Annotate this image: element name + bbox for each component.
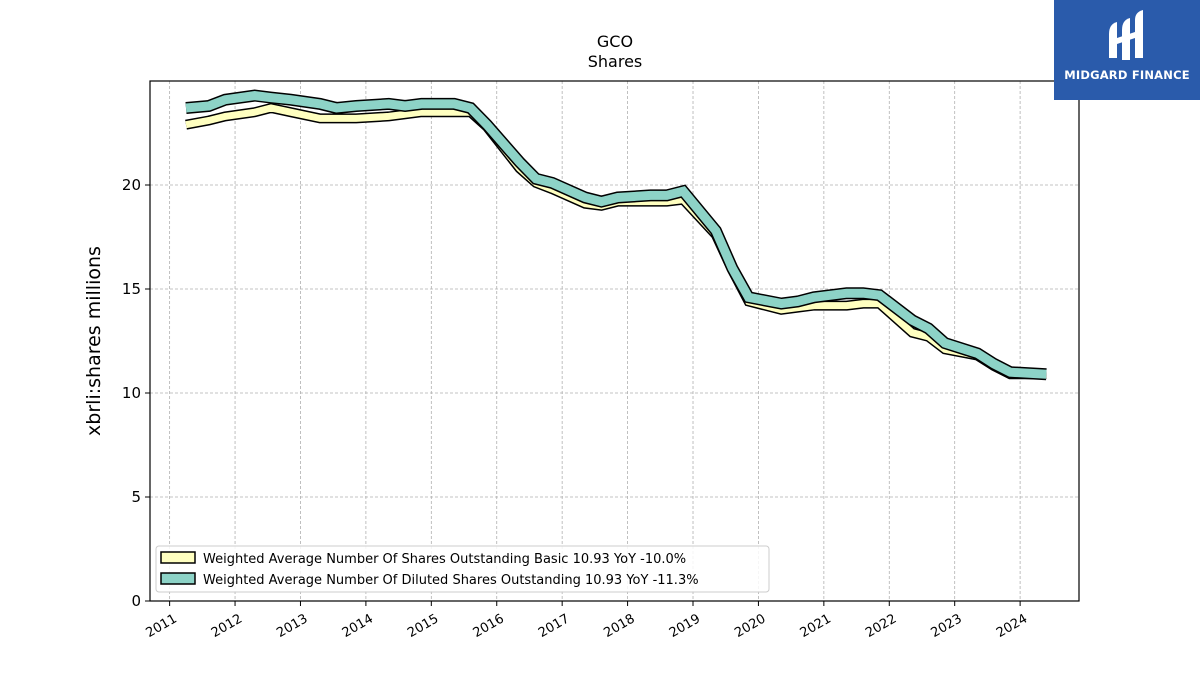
series-line bbox=[185, 91, 1047, 379]
x-tick-label: 2024 bbox=[994, 611, 1030, 641]
legend-label-diluted: Weighted Average Number Of Diluted Share… bbox=[203, 573, 699, 588]
y-tick-label: 10 bbox=[122, 384, 141, 402]
y-axis-label: xbrli:shares millions bbox=[83, 246, 105, 436]
x-tick-label: 2018 bbox=[601, 611, 637, 641]
x-tick-label: 2022 bbox=[863, 611, 899, 641]
series-line bbox=[185, 104, 1047, 378]
legend: Weighted Average Number Of Shares Outsta… bbox=[155, 545, 770, 593]
x-tick-label: 2016 bbox=[471, 611, 507, 641]
legend-swatch-diluted bbox=[160, 572, 196, 585]
legend-swatch-basic bbox=[160, 551, 196, 564]
y-tick-label: 5 bbox=[131, 488, 141, 506]
x-tick-label: 2015 bbox=[405, 611, 441, 641]
chart-subtitle: Shares bbox=[588, 52, 643, 71]
plot-frame bbox=[149, 80, 1080, 602]
brand-logo: MIDGARD FINANCE bbox=[1054, 0, 1200, 100]
y-tick-label: 0 bbox=[131, 592, 141, 610]
x-tick-label: 2014 bbox=[340, 611, 376, 641]
y-tick-label: 20 bbox=[122, 176, 141, 194]
x-tick-label: 2023 bbox=[929, 611, 965, 641]
brand-name: MIDGARD FINANCE bbox=[1064, 68, 1190, 82]
series-lines bbox=[185, 89, 1047, 381]
x-tick-label: 2021 bbox=[798, 611, 834, 641]
legend-label-basic: Weighted Average Number Of Shares Outsta… bbox=[203, 552, 686, 567]
brand-mark-icon bbox=[1109, 10, 1143, 60]
x-tick-label: 2012 bbox=[209, 611, 245, 641]
x-tick-label: 2019 bbox=[667, 611, 703, 641]
legend-box bbox=[155, 545, 770, 593]
chart-title: GCO bbox=[597, 32, 633, 51]
x-tick-label: 2013 bbox=[274, 611, 310, 641]
x-tick-label: 2011 bbox=[143, 611, 179, 641]
x-tick-label: 2020 bbox=[732, 611, 768, 641]
x-tick-label: 2017 bbox=[536, 611, 572, 641]
y-tick-label: 15 bbox=[122, 280, 141, 298]
